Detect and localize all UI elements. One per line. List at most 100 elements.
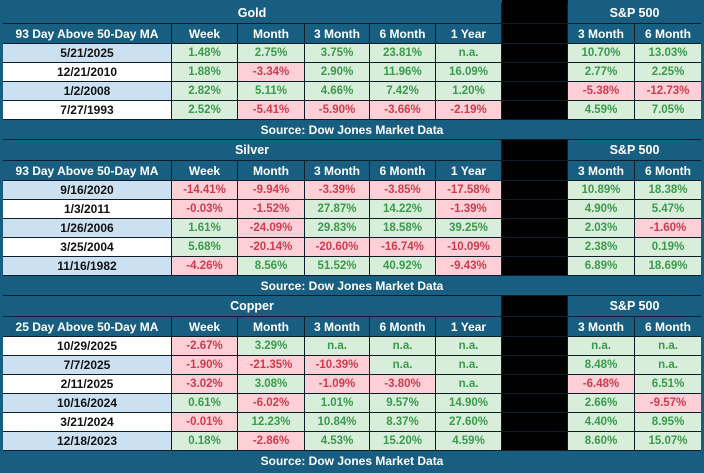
section-title: Silver <box>3 140 501 160</box>
table-row: 1/26/2006 1.61% -24.09% 29.83% 18.58% 39.25% 2… <box>3 219 701 237</box>
value-cell: 51.52% <box>305 257 369 275</box>
value-cell: -9.94% <box>238 181 304 199</box>
value-cell: 11.96% <box>370 63 435 81</box>
sp-value-cell: 15.07% <box>635 432 701 450</box>
table-row: 12/18/2023 0.18% -2.86% 4.53% 15.20% 4.59% 8.6… <box>3 432 701 450</box>
table-row: 2/11/2025 -3.02% 3.08% -1.09% -3.80% n.a. -6.4… <box>3 375 701 393</box>
sp-value-cell: 4.40% <box>568 413 634 431</box>
spacer-column <box>502 413 567 431</box>
value-cell: 10.84% <box>305 413 369 431</box>
spacer-column <box>502 24 567 43</box>
sp-value-cell: 2.25% <box>635 63 701 81</box>
value-cell: n.a. <box>436 337 501 355</box>
value-cell: 2.75% <box>238 44 304 62</box>
table-row: 3/21/2024 -0.01% 12.23% 10.84% 8.37% 27.60% 4.… <box>3 413 701 431</box>
date-cell: 2/11/2025 <box>3 375 171 393</box>
sp-column-header: 3 Month <box>568 24 634 43</box>
value-cell: n.a. <box>436 375 501 393</box>
value-cell: 1.61% <box>172 219 237 237</box>
column-header: Month <box>238 317 304 336</box>
column-header: 1 Year <box>436 317 501 336</box>
value-cell: 4.59% <box>436 432 501 450</box>
value-cell: 39.25% <box>436 219 501 237</box>
spacer-column <box>502 337 567 355</box>
value-cell: -10.09% <box>436 238 501 256</box>
value-cell: -1.39% <box>436 200 501 218</box>
spacer-column <box>502 394 567 412</box>
header-row: 93 Day Above 50-Day MA Week Month 3 Month 6 … <box>3 161 701 180</box>
source-row: Source: Dow Jones Market Data <box>3 276 701 295</box>
value-cell: 2.90% <box>305 63 369 81</box>
column-header: 1 Year <box>436 161 501 180</box>
column-header: 3 Month <box>305 161 369 180</box>
date-cell: 12/21/2010 <box>3 63 171 81</box>
column-header: 6 Month <box>370 161 435 180</box>
value-cell: -20.14% <box>238 238 304 256</box>
value-cell: 1.88% <box>172 63 237 81</box>
spacer-column <box>502 44 567 62</box>
value-cell: n.a. <box>436 356 501 374</box>
sp-value-cell: 0.19% <box>635 238 701 256</box>
sp-value-cell: -9.57% <box>635 394 701 412</box>
date-cell: 11/16/1982 <box>3 257 171 275</box>
table-row: 12/21/2010 1.88% -3.34% 2.90% 11.96% 16.09% 2.… <box>3 63 701 81</box>
value-cell: 29.83% <box>305 219 369 237</box>
date-cell: 1/26/2006 <box>3 219 171 237</box>
date-cell: 10/29/2025 <box>3 337 171 355</box>
table-row: 1/3/2011 -0.03% -1.52% 27.87% 14.22% -1.39% 4.… <box>3 200 701 218</box>
value-cell: 3.29% <box>238 337 304 355</box>
sp-column-header: 6 Month <box>635 24 701 43</box>
value-cell: -0.01% <box>172 413 237 431</box>
table-row: 10/16/2024 0.61% -6.02% 1.01% 9.57% 14.90% 2.6… <box>3 394 701 412</box>
value-cell: -6.02% <box>238 394 304 412</box>
date-cell: 7/7/2025 <box>3 356 171 374</box>
column-header: 3 Month <box>305 24 369 43</box>
value-cell: 8.56% <box>238 257 304 275</box>
sections-stack: Gold S&P 500 93 Day Above 50-Day MA Week Mon… <box>3 3 701 470</box>
spacer-column <box>502 101 567 119</box>
sp-value-cell: 2.66% <box>568 394 634 412</box>
value-cell: -3.02% <box>172 375 237 393</box>
source-row: Source: Dow Jones Market Data <box>3 451 701 470</box>
sp-value-cell: 13.03% <box>635 44 701 62</box>
table-row: 7/7/2025 -1.90% -21.35% -10.39% n.a. n.a. 8.48… <box>3 356 701 374</box>
sp-value-cell: 8.48% <box>568 356 634 374</box>
spacer-column <box>502 63 567 81</box>
sp-value-cell: 4.90% <box>568 200 634 218</box>
date-cell: 12/18/2023 <box>3 432 171 450</box>
table-row: 11/16/1982 -4.26% 8.56% 51.52% 40.92% -9.43% 6… <box>3 257 701 275</box>
value-cell: -21.35% <box>238 356 304 374</box>
value-cell: -9.43% <box>436 257 501 275</box>
sp-value-cell: 6.51% <box>635 375 701 393</box>
sp-value-cell: 7.05% <box>635 101 701 119</box>
spacer-column <box>502 317 567 336</box>
value-cell: -3.66% <box>370 101 435 119</box>
sp-value-cell: 2.77% <box>568 63 634 81</box>
value-cell: 23.81% <box>370 44 435 62</box>
column-header: Month <box>238 161 304 180</box>
value-cell: 5.11% <box>238 82 304 100</box>
spacer-column <box>502 82 567 100</box>
sp-value-cell: 2.38% <box>568 238 634 256</box>
value-cell: -2.86% <box>238 432 304 450</box>
value-cell: n.a. <box>370 356 435 374</box>
value-cell: 1.01% <box>305 394 369 412</box>
title-row: Silver S&P 500 <box>3 140 701 160</box>
spacer-column <box>502 161 567 180</box>
value-cell: -5.90% <box>305 101 369 119</box>
value-cell: 2.82% <box>172 82 237 100</box>
sp-value-cell: -6.48% <box>568 375 634 393</box>
value-cell: -16.74% <box>370 238 435 256</box>
value-cell: -1.09% <box>305 375 369 393</box>
value-cell: 1.20% <box>436 82 501 100</box>
title-row: Gold S&P 500 <box>3 3 701 23</box>
date-cell: 5/21/2025 <box>3 44 171 62</box>
row-scope-header: 93 Day Above 50-Day MA <box>3 24 171 43</box>
table-row: 3/25/2004 5.68% -20.14% -20.60% -16.74% -10.0… <box>3 238 701 256</box>
row-scope-header: 93 Day Above 50-Day MA <box>3 161 171 180</box>
spacer-column <box>502 140 567 160</box>
value-cell: -1.90% <box>172 356 237 374</box>
column-header: Week <box>172 317 237 336</box>
sp500-title: S&P 500 <box>568 140 701 160</box>
